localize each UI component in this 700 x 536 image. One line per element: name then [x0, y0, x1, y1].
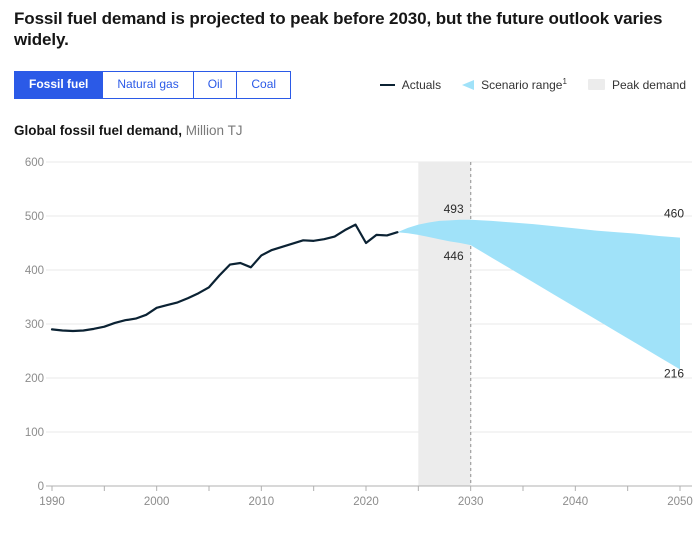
y-axis-label: 600	[25, 157, 44, 169]
footnote-marker: 1	[562, 77, 567, 86]
fuel-tabs: Fossil fuel Natural gas Oil Coal	[14, 70, 292, 99]
x-axis-label: 2010	[249, 496, 275, 508]
chart-legend: Actuals Scenario range1 Peak demand	[379, 77, 686, 92]
legend-item-actuals: Actuals	[379, 77, 442, 92]
y-axis-label: 500	[25, 211, 44, 223]
legend-label-actuals: Actuals	[401, 77, 442, 92]
tab-fossil-fuel[interactable]: Fossil fuel	[15, 71, 104, 98]
chart-wrap: 0 100 200 300 400 500 600 1990 2000 2010 2020 2030 2…	[0, 147, 700, 527]
y-axis-label: 100	[25, 427, 44, 439]
legend-item-peak-demand: Peak demand	[587, 77, 686, 92]
page-title: Fossil fuel demand is projected to peak …	[14, 9, 663, 50]
chart-subtitle-title: Global fossil fuel demand,	[14, 122, 183, 138]
x-axis-label: 2020	[353, 496, 379, 508]
x-axis-label: 2030	[458, 496, 484, 508]
actuals-line	[50, 223, 399, 332]
value-annotation: 460	[664, 206, 684, 220]
scenario-range-area	[397, 219, 680, 369]
tab-coal[interactable]: Coal	[251, 76, 277, 91]
demand-chart-svg: 0 100 200 300 400 500 600 1990 2000 2010 2020 2030 2…	[25, 157, 693, 508]
controls-row: Fossil fuel Natural gas Oil Coal Actuals…	[14, 70, 686, 99]
legend-label-scenario-range: Scenario range1	[481, 77, 567, 92]
actuals-line-icon	[379, 83, 395, 86]
chart-subtitle-unit: Million TJ	[185, 122, 243, 138]
value-annotation: 216	[664, 366, 684, 380]
y-axis-label: 300	[25, 319, 44, 331]
x-axis-label: 2000	[144, 496, 170, 508]
peak-demand-band	[418, 161, 471, 486]
x-axis-label: 2040	[563, 496, 589, 508]
legend-item-scenario-range: Scenario range1	[462, 77, 567, 92]
tab-natural-gas[interactable]: Natural gas	[103, 71, 194, 98]
x-axis-label: 1990	[39, 496, 65, 508]
x-axis-label: 2050	[667, 496, 693, 508]
tab-oil[interactable]: Oil	[194, 71, 238, 98]
chart-subtitle: Global fossil fuel demand, Million TJ	[14, 123, 686, 138]
legend-label-peak-demand: Peak demand	[611, 77, 686, 92]
y-axis-label: 0	[38, 481, 44, 493]
value-annotation: 446	[444, 249, 464, 263]
scenario-range-triangle-icon	[462, 79, 475, 90]
peak-demand-band-icon	[587, 79, 605, 90]
y-axis-label: 200	[25, 373, 44, 385]
page: Fossil fuel demand is projected to peak …	[0, 8, 700, 536]
y-axis-label: 400	[25, 265, 44, 277]
value-annotation: 493	[444, 201, 464, 215]
